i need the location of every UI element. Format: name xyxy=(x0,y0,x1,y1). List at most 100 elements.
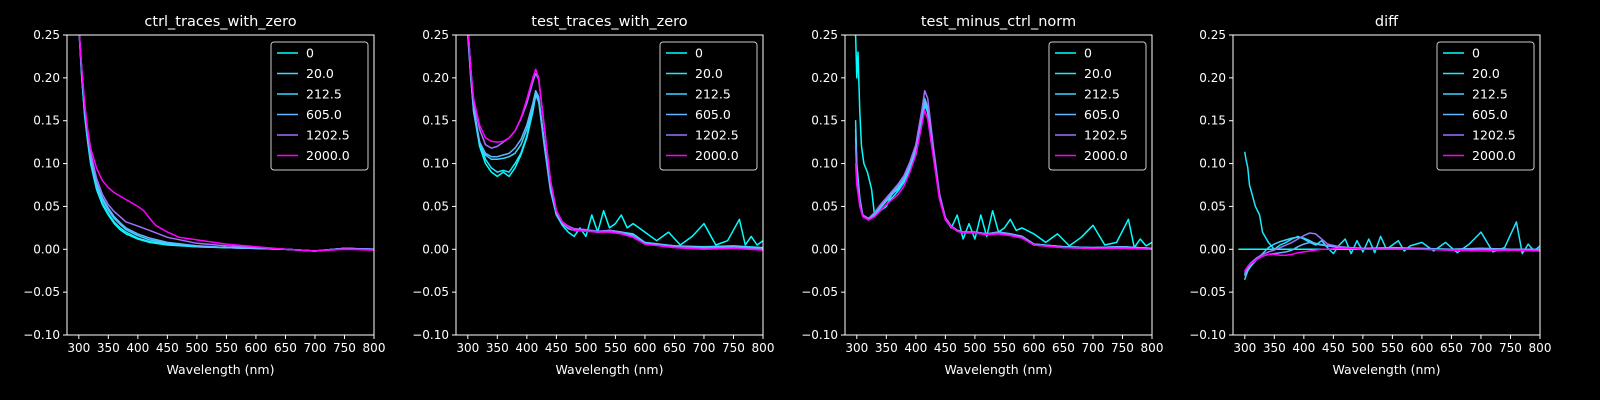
y-tick-label: 0.00 xyxy=(422,242,449,256)
legend-label: 1202.5 xyxy=(1472,128,1516,143)
legend-label: 0 xyxy=(695,46,703,61)
x-axis-label: Wavelength (nm) xyxy=(945,362,1053,377)
x-tick-label: 450 xyxy=(1322,341,1345,355)
x-axis-label: Wavelength (nm) xyxy=(1333,362,1441,377)
x-tick-label: 400 xyxy=(904,341,927,355)
x-tick-label: 300 xyxy=(456,341,479,355)
y-tick-label: −0.05 xyxy=(801,285,838,299)
x-tick-label: 400 xyxy=(515,341,538,355)
series-group xyxy=(1238,151,1540,281)
x-tick-label: 650 xyxy=(1440,341,1463,355)
x-tick-label: 300 xyxy=(845,341,868,355)
x-tick-label: 800 xyxy=(1141,341,1164,355)
legend-label: 0 xyxy=(1084,46,1092,61)
y-tick-label: −0.05 xyxy=(23,285,60,299)
y-tick-label: 0.15 xyxy=(1199,114,1226,128)
x-tick-label: 800 xyxy=(363,341,386,355)
plot-frame xyxy=(66,34,375,336)
series-line-1 xyxy=(467,35,763,246)
x-tick-label: 650 xyxy=(1052,341,1075,355)
x-tick-label: 350 xyxy=(486,341,509,355)
legend-label: 212.5 xyxy=(1084,87,1120,102)
y-tick-label: 0.05 xyxy=(33,199,60,213)
y-tick-label: 0.00 xyxy=(33,242,60,256)
x-tick-label: 350 xyxy=(97,341,120,355)
legend-label: 0 xyxy=(1472,46,1480,61)
x-tick-label: 450 xyxy=(545,341,568,355)
legend-label: 1202.5 xyxy=(306,128,350,143)
chart-title: test_traces_with_zero xyxy=(531,14,688,30)
plot-frame xyxy=(1232,34,1541,336)
chart-title: ctrl_traces_with_zero xyxy=(144,14,296,30)
x-axis-label: Wavelength (nm) xyxy=(556,362,664,377)
x-tick-label: 700 xyxy=(693,341,716,355)
legend: 0 20.0 212.5 605.0 1202.5 2000.0 xyxy=(659,41,758,171)
legend-label: 2000.0 xyxy=(306,148,350,163)
legend-label: 20.0 xyxy=(306,66,334,81)
legend-label: 605.0 xyxy=(306,107,342,122)
y-tick-label: −0.05 xyxy=(412,285,449,299)
x-tick-label: 750 xyxy=(1499,341,1522,355)
x-tick-label: 450 xyxy=(934,341,957,355)
x-tick-label: 550 xyxy=(215,341,238,355)
y-tick-label: 0.20 xyxy=(33,71,60,85)
x-tick-label: 800 xyxy=(752,341,775,355)
legend: 0 20.0 212.5 605.0 1202.5 2000.0 xyxy=(1048,41,1147,171)
x-axis-label: Wavelength (nm) xyxy=(167,362,275,377)
series-line-6 xyxy=(467,35,763,251)
legend-label: 212.5 xyxy=(695,87,731,102)
x-tick-label: 600 xyxy=(244,341,267,355)
x-tick-label: 550 xyxy=(993,341,1016,355)
y-tick-label: 0.05 xyxy=(422,199,449,213)
x-tick-label: 800 xyxy=(1529,341,1552,355)
legend-label: 20.0 xyxy=(1472,66,1500,81)
y-tick-label: 0.15 xyxy=(811,114,838,128)
legend-label: 2000.0 xyxy=(1472,148,1516,163)
y-tick-label: 0.00 xyxy=(1199,242,1226,256)
y-tick-label: 0.10 xyxy=(33,157,60,171)
legend-label: 20.0 xyxy=(1084,66,1112,81)
y-tick-label: 0.00 xyxy=(811,242,838,256)
x-tick-label: 550 xyxy=(1381,341,1404,355)
legend-label: 20.0 xyxy=(695,66,723,81)
y-tick-label: 0.20 xyxy=(811,71,838,85)
x-tick-label: 600 xyxy=(1410,341,1433,355)
series-group xyxy=(854,35,1152,251)
chart-panel-4: 300 350 400 450 500 550 600 650 700 750 800 −0.10 −0… xyxy=(1189,14,1551,377)
x-tick-label: 750 xyxy=(333,341,356,355)
x-tick-label: 500 xyxy=(963,341,986,355)
x-tick-label: 700 xyxy=(1470,341,1493,355)
x-tick-label: 450 xyxy=(156,341,179,355)
series-line-1 xyxy=(854,35,1152,249)
legend-label: 1202.5 xyxy=(695,128,739,143)
legend-label: 605.0 xyxy=(1472,107,1508,122)
chart-panel-1: 300 350 400 450 500 550 600 650 700 750 800 −0.10 −0… xyxy=(23,14,385,377)
x-tick-label: 350 xyxy=(1263,341,1286,355)
x-tick-label: 350 xyxy=(875,341,898,355)
series-group xyxy=(467,35,763,251)
legend-label: 2000.0 xyxy=(695,148,739,163)
y-tick-label: −0.10 xyxy=(801,328,838,342)
x-tick-label: 500 xyxy=(574,341,597,355)
x-tick-label: 650 xyxy=(274,341,297,355)
series-line-5 xyxy=(854,89,1152,251)
y-tick-label: 0.20 xyxy=(1199,71,1226,85)
y-tick-label: −0.05 xyxy=(1189,285,1226,299)
plot-frame xyxy=(844,34,1153,336)
x-tick-label: 700 xyxy=(304,341,327,355)
chart-panel-2: 300 350 400 450 500 550 600 650 700 750 800 −0.10 −0… xyxy=(412,14,774,377)
series-group xyxy=(78,35,374,252)
legend-label: 1202.5 xyxy=(1084,128,1128,143)
y-tick-label: 0.10 xyxy=(1199,157,1226,171)
x-tick-label: 750 xyxy=(722,341,745,355)
x-tick-label: 300 xyxy=(67,341,90,355)
legend-label: 212.5 xyxy=(1472,87,1508,102)
chart-panel-3: 300 350 400 450 500 550 600 650 700 750 800 −0.10 −0… xyxy=(801,14,1163,377)
chart-title: diff xyxy=(1375,14,1399,30)
legend-label: 0 xyxy=(306,46,314,61)
y-tick-label: 0.10 xyxy=(422,157,449,171)
y-tick-label: −0.10 xyxy=(23,328,60,342)
chart-title: test_minus_ctrl_norm xyxy=(921,14,1076,30)
y-tick-label: −0.10 xyxy=(412,328,449,342)
legend-label: 605.0 xyxy=(1084,107,1120,122)
